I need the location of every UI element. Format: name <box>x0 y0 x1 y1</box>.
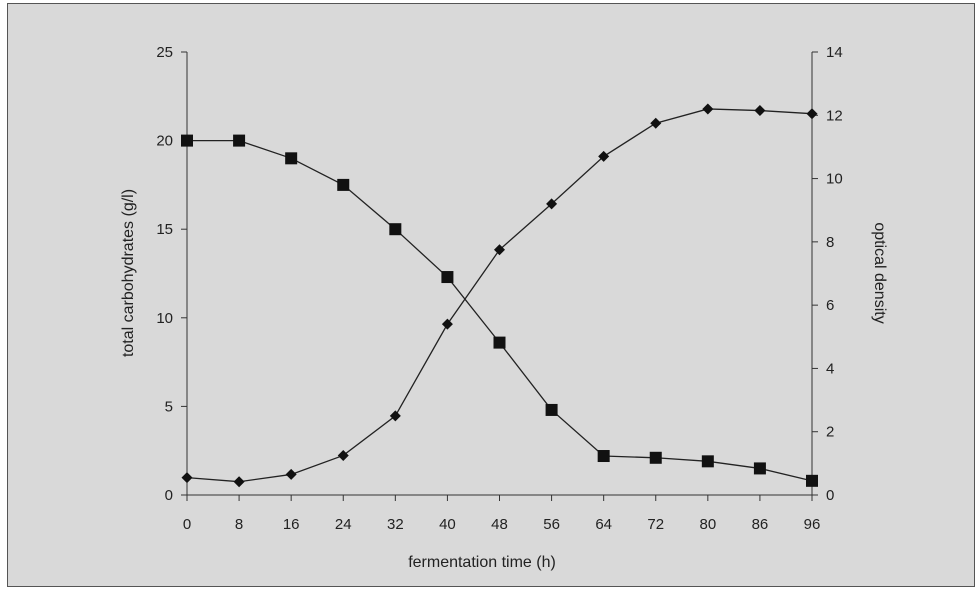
series-1-point <box>753 462 766 475</box>
x-tick-label: 56 <box>543 516 560 533</box>
y-right-tick-label: 14 <box>826 44 843 61</box>
axes: 0 8 16 24 32 40 48 56 64 72 80 86 960510152025024681… <box>156 44 842 533</box>
x-tick-label: 80 <box>699 516 716 533</box>
series-2-point <box>181 472 193 484</box>
y-left-axis-title: total carbohydrates (g/l) <box>120 189 137 357</box>
y-left-tick-label: 25 <box>156 44 173 61</box>
y-left-tick-label: 20 <box>156 133 173 150</box>
series-1-point <box>545 403 558 416</box>
y-left-tick-label: 5 <box>165 398 173 415</box>
series-2-point <box>285 468 297 480</box>
y-right-axis-title: optical density <box>871 222 888 323</box>
y-right-tick-label: 12 <box>826 107 843 124</box>
series-2-point <box>702 103 714 115</box>
y-left-tick-label: 10 <box>156 310 173 327</box>
x-tick-label: 8 <box>235 516 243 533</box>
series-2-point <box>546 198 558 210</box>
x-axis-title: fermentation time (h) <box>408 554 556 571</box>
series-1-point <box>181 134 193 147</box>
y-right-tick-label: 6 <box>826 297 834 314</box>
series-1-point <box>649 451 662 464</box>
y-left-tick-label: 0 <box>165 487 173 504</box>
series-2-point <box>337 449 349 461</box>
series-1-point <box>389 223 402 236</box>
y-left-tick-label: 15 <box>156 221 173 238</box>
x-tick-label: 86 <box>752 516 769 533</box>
series-1-point <box>285 152 298 165</box>
series-1-point <box>233 134 246 147</box>
x-tick-label: 72 <box>647 516 664 533</box>
series-markers <box>181 103 818 488</box>
series-1-point <box>337 178 350 191</box>
series-2-point <box>650 117 662 129</box>
series-2-point <box>806 108 818 120</box>
x-tick-label: 24 <box>335 516 352 533</box>
y-right-tick-label: 4 <box>826 360 834 377</box>
series-1-line <box>187 139 813 482</box>
series-2-point <box>233 476 245 488</box>
x-tick-label: 40 <box>439 516 456 533</box>
series-1-point <box>493 336 506 349</box>
series-1-point <box>441 271 454 284</box>
series-2-line <box>186 108 813 483</box>
x-tick-label: 64 <box>595 516 612 533</box>
y-right-tick-label: 10 <box>826 171 843 188</box>
x-tick-label: 96 <box>804 516 821 533</box>
y-right-tick-label: 0 <box>826 487 834 504</box>
x-tick-label: 16 <box>283 516 300 533</box>
x-tick-label: 32 <box>387 516 404 533</box>
series-2-point <box>389 410 401 422</box>
series-1-point <box>701 455 714 468</box>
x-tick-label: 0 <box>183 516 191 533</box>
series-1-point <box>597 450 610 463</box>
series-2-point <box>441 318 453 330</box>
series-1-point <box>806 474 818 487</box>
series-2-point <box>494 244 505 256</box>
y-right-tick-label: 8 <box>826 234 834 251</box>
y-right-tick-label: 2 <box>826 424 834 441</box>
series-lines <box>186 108 813 483</box>
x-tick-label: 48 <box>491 516 508 533</box>
series-2-point <box>598 150 610 162</box>
series-2-point <box>754 105 766 117</box>
chart-frame <box>7 3 975 587</box>
labels: fermentation time (h) total carbohydrate… <box>120 189 888 571</box>
